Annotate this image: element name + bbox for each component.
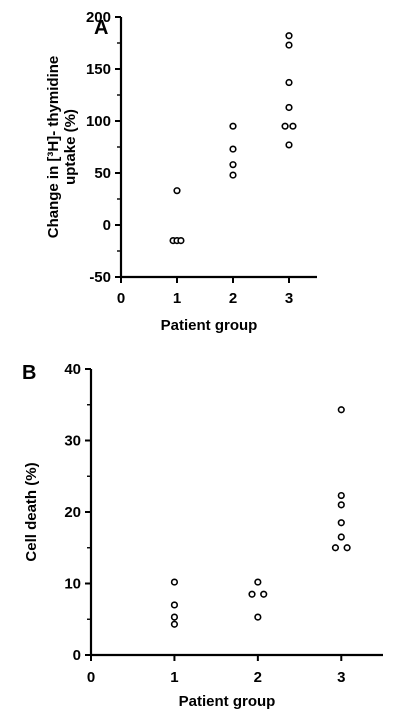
y-tick-label: 20 xyxy=(64,504,81,521)
data-point xyxy=(177,237,185,245)
y-tick-label: 10 xyxy=(64,576,81,593)
y-axis-title-line: Cell death (%) xyxy=(23,462,40,561)
data-point xyxy=(337,519,345,527)
data-point xyxy=(248,590,256,598)
y-tick-label: 0 xyxy=(103,217,111,234)
y-axis-title: Cell death (%) xyxy=(23,462,40,561)
data-point xyxy=(285,141,293,149)
data-point xyxy=(337,406,345,414)
x-tick-label: 2 xyxy=(254,669,262,686)
y-tick-label: 150 xyxy=(86,61,111,78)
data-point xyxy=(260,590,268,598)
x-tick-label: 0 xyxy=(87,669,95,686)
panel-letter: B xyxy=(22,362,36,384)
y-tick-label: 0 xyxy=(73,647,81,664)
data-point xyxy=(285,41,293,49)
data-point xyxy=(254,613,262,621)
data-point xyxy=(343,544,351,552)
data-point xyxy=(229,171,237,179)
data-point xyxy=(254,578,262,586)
panel-letter: A xyxy=(94,17,108,39)
y-axis-title: Change in [³H]- thymidineuptake (%) xyxy=(45,56,79,239)
x-tick-label: 2 xyxy=(229,290,237,307)
y-tick-label: 30 xyxy=(64,433,81,450)
data-point xyxy=(289,122,297,130)
data-point xyxy=(337,533,345,541)
x-tick-label: 3 xyxy=(285,290,293,307)
data-point xyxy=(170,601,179,609)
x-tick-label: 1 xyxy=(170,669,178,686)
y-tick-label: 100 xyxy=(86,113,111,130)
x-axis-title: Patient group xyxy=(179,693,276,710)
data-point xyxy=(229,122,237,130)
y-tick-label: 40 xyxy=(64,361,81,378)
data-point xyxy=(173,187,181,195)
data-point xyxy=(331,544,340,552)
data-point xyxy=(229,161,237,169)
panel-b: B 0 10 20 30 40 0 1 2 3 Patient group Cell death (%… xyxy=(22,361,383,710)
y-tick-label: -50 xyxy=(89,269,111,286)
data-point xyxy=(285,103,293,112)
data-point xyxy=(170,578,179,586)
y-tick-label: 200 xyxy=(86,9,111,26)
panel-a: A -50 0 50 100 150 200 0 1 2 3 Patient group Change … xyxy=(45,9,317,334)
data-point xyxy=(170,620,179,628)
data-point xyxy=(337,501,345,509)
data-point xyxy=(229,145,237,153)
y-axis-title-line: Change in [³H]- thymidine xyxy=(45,56,62,239)
data-point xyxy=(285,32,293,40)
x-tick-label: 3 xyxy=(337,669,345,686)
data-point xyxy=(170,613,179,621)
x-tick-label: 1 xyxy=(173,290,181,307)
data-point xyxy=(281,122,289,130)
data-point xyxy=(285,78,293,87)
data-point xyxy=(337,491,345,500)
y-axis-title-line: uptake (%) xyxy=(62,109,79,185)
y-tick-label: 50 xyxy=(94,165,111,182)
x-axis-title: Patient group xyxy=(161,317,258,334)
x-tick-label: 0 xyxy=(117,290,125,307)
